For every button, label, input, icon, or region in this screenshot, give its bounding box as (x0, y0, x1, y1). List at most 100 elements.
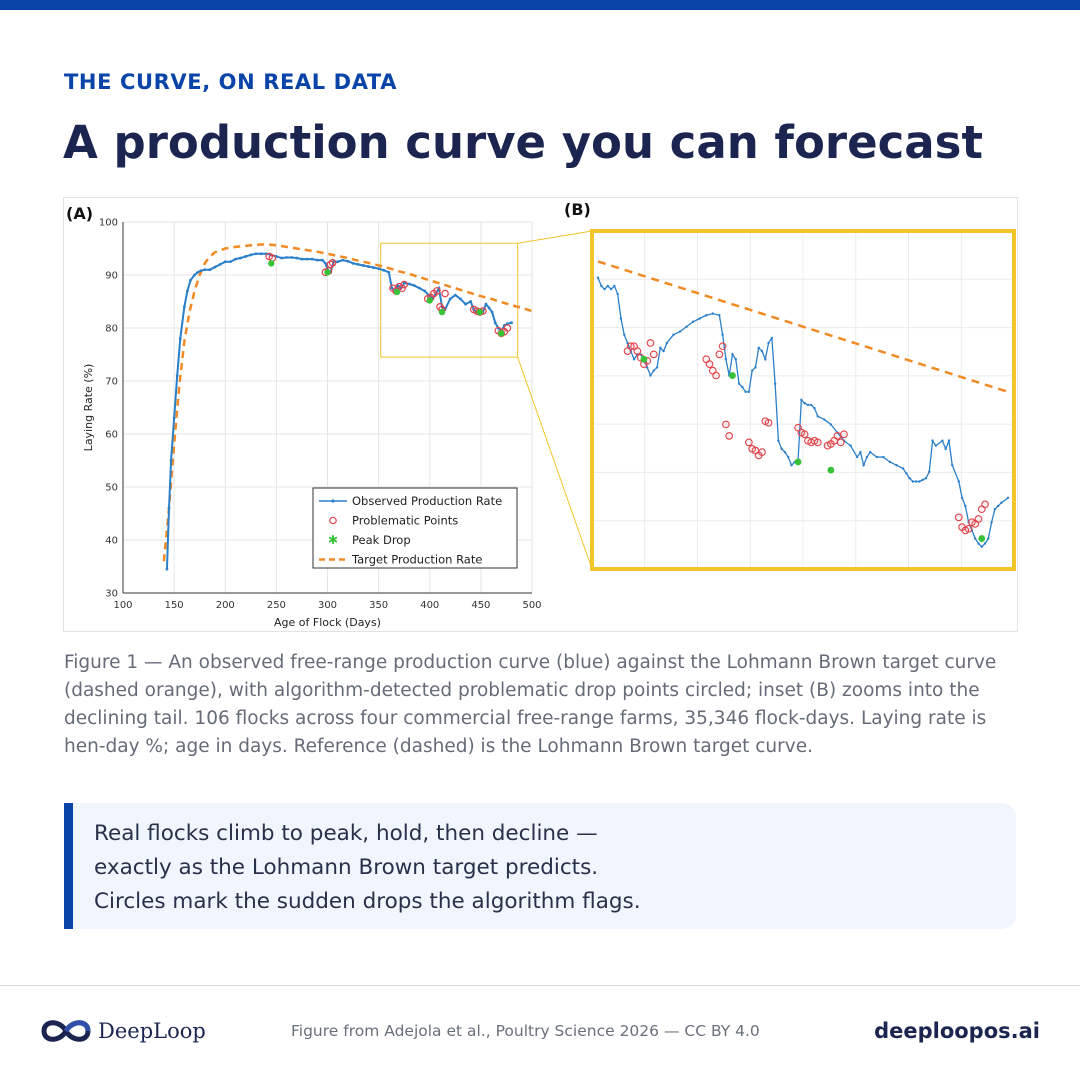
problem-point (326, 260, 335, 269)
x-tick-label: 500 (522, 600, 541, 611)
inset-observed-point (659, 346, 662, 350)
legend-label: Observed Production Rate (352, 494, 502, 508)
inset-observed-point (609, 287, 613, 291)
inset-observed-point (790, 464, 793, 467)
observed-point (223, 260, 227, 264)
inset-observed-point (810, 403, 813, 407)
inset-observed-point (859, 450, 862, 454)
inset-problem-point (712, 371, 720, 380)
inset-problem-point (633, 347, 642, 355)
inset-observed-point (934, 444, 938, 447)
inset-observed-point (816, 415, 819, 418)
inset-problem-point (964, 524, 973, 533)
inset-frame (590, 229, 1016, 571)
inset-problem-point (981, 500, 989, 509)
panel-b-label: (B) (564, 200, 591, 219)
inset-observed-point (829, 423, 833, 426)
observed-point (459, 297, 462, 301)
inset-observed-point (918, 480, 921, 483)
observed-point (239, 256, 242, 260)
inset-observed-point (767, 341, 770, 345)
inset-problem-point (649, 350, 658, 359)
inset-observed-point (698, 317, 701, 320)
observed-point (305, 257, 309, 261)
inset-observed-point (869, 450, 872, 454)
observed-point (218, 263, 222, 266)
inset-observed-point (941, 439, 944, 442)
observed-point (387, 270, 391, 274)
observed-point (182, 305, 186, 309)
inset-observed-point (875, 455, 878, 459)
inset-observed-point (921, 478, 924, 482)
observed-point (356, 263, 360, 266)
inset-observed-point (747, 390, 751, 394)
x-tick-label: 200 (216, 600, 235, 611)
inset-problem-point (836, 438, 845, 447)
inset-observed-point (770, 336, 774, 340)
inset-problem-point (745, 438, 753, 447)
footer-divider (0, 985, 1080, 986)
y-tick-label: 60 (105, 430, 118, 441)
inset-observed-point (813, 406, 816, 410)
inset-observed-point (705, 314, 708, 317)
callout-accent-bar (64, 803, 73, 929)
observed-point (167, 506, 171, 510)
peak-drop-point (393, 288, 401, 296)
observed-point (315, 258, 319, 262)
inset-peak-drop-point (729, 372, 736, 379)
inset-observed-point (718, 314, 721, 317)
observed-point (169, 459, 173, 462)
observed-point (367, 265, 370, 268)
observed-point (346, 259, 350, 263)
inset-observed-point (734, 358, 737, 361)
x-tick-label: 150 (165, 600, 184, 611)
inset-observed-point (964, 504, 967, 508)
inset-observed-point (744, 390, 747, 394)
inset-observed-point (678, 330, 682, 333)
observed-point (469, 300, 473, 303)
peak-drop-point (438, 308, 446, 316)
observed-point (402, 281, 406, 285)
site-url[interactable]: deeploopos.ai (874, 1019, 1040, 1043)
panel-a-label: (A) (66, 204, 93, 223)
inset-problem-point (718, 342, 727, 351)
observed-point (487, 306, 491, 310)
observed-point (254, 252, 258, 256)
inset-observed-point (737, 382, 741, 385)
figure-panel: (A) 100 150 200 250 300 350 400 450 500 30 40 50 60 70… (63, 197, 1018, 632)
observed-point (382, 268, 386, 272)
inset-observed-point (947, 439, 951, 442)
inset-observed-point (731, 353, 734, 356)
inset-observed-point (649, 374, 652, 377)
inset-series-target-line (597, 260, 1009, 394)
observed-point (172, 416, 176, 420)
observed-point (493, 321, 497, 325)
inset-observed-point (632, 358, 636, 361)
infinity-logo-icon (41, 1020, 91, 1042)
inset-observed-point (905, 472, 908, 475)
observed-point (336, 260, 340, 264)
inset-observed-point (931, 439, 934, 442)
inset-observed-point (783, 450, 787, 454)
inset-observed-point (754, 366, 757, 369)
inset-observed-point (855, 455, 859, 459)
observed-point (285, 256, 288, 259)
observed-point (453, 293, 457, 297)
inset-observed-point (619, 317, 623, 320)
y-tick-label: 40 (105, 536, 118, 547)
observed-point (203, 268, 207, 272)
observed-point (510, 321, 513, 325)
observed-point (259, 252, 263, 256)
peak-drop-point (426, 297, 433, 304)
series-target-line (162, 243, 533, 562)
observed-point (199, 269, 203, 273)
inset-observed-point (691, 320, 695, 323)
x-tick-label: 100 (113, 600, 132, 611)
y-tick-label: 100 (99, 218, 118, 229)
inset-problem-point (840, 430, 848, 439)
observed-point (295, 256, 299, 260)
inset-highlight-rect (380, 242, 519, 358)
inset-observed-point (924, 477, 928, 480)
observed-point (300, 257, 304, 261)
inset-problem-point (715, 350, 724, 359)
